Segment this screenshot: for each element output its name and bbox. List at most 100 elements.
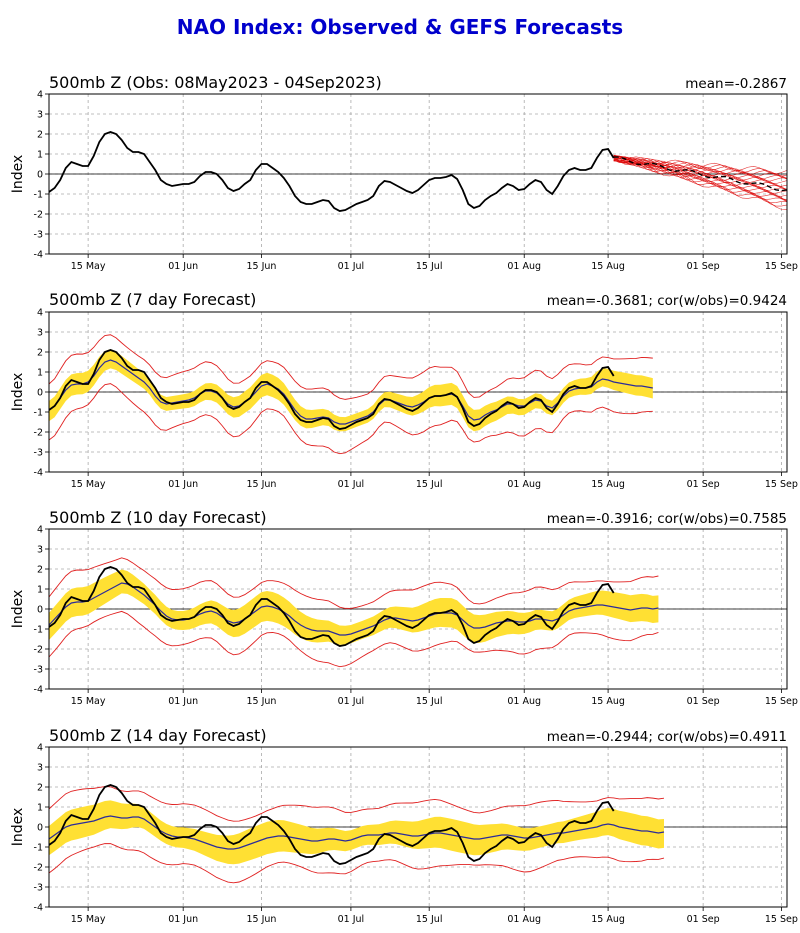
y-tick-label: 2: [37, 565, 43, 576]
y-tick-label: 0: [37, 170, 43, 181]
x-tick-label: 01 Jun: [168, 261, 198, 272]
ensemble-mean-line: [48, 582, 659, 636]
x-tick-label: 01 Aug: [507, 479, 541, 490]
y-tick-label: 2: [37, 130, 43, 141]
x-tick-label: 01 Jun: [168, 696, 198, 707]
y-tick-label: -3: [34, 230, 43, 241]
ensemble-mean-dashed-line: [613, 156, 788, 192]
x-tick-label: 15 Jul: [416, 914, 443, 925]
panel-title: 500mb Z (14 day Forecast): [49, 726, 267, 745]
ensemble-member-line: [613, 155, 788, 191]
y-tick-label: -1: [34, 843, 43, 854]
y-tick-label: 1: [37, 368, 43, 379]
x-tick-label: 15 Jul: [416, 261, 443, 272]
x-tick-label: 15 May: [71, 696, 106, 707]
x-tick-label: 01 Jul: [338, 479, 365, 490]
panel-stat: mean=-0.3681; cor(w/obs)=0.9424: [547, 293, 787, 309]
ensemble-member-line: [613, 154, 788, 191]
plot-area-14day: 4 3 2 1 0 -1 -2 -3 -4 15 May 01 Jun 15 Jun 01 Jul 15 …: [34, 743, 798, 926]
x-tick-label: 15 Jun: [246, 914, 276, 925]
x-tick-label: 15 Jun: [246, 479, 276, 490]
y-tick-label: -3: [34, 883, 43, 894]
y-tick-label: 0: [37, 823, 43, 834]
y-tick-label: 3: [37, 545, 43, 556]
y-axis-label: Index: [10, 590, 26, 629]
spread-band: [49, 349, 653, 432]
x-tick-label: 01 Jul: [338, 696, 365, 707]
ensemble-member-line: [613, 156, 788, 175]
x-tick-label: 15 Aug: [591, 914, 625, 925]
y-tick-label: -1: [34, 625, 43, 636]
y-tick-label: -1: [34, 190, 43, 201]
x-tick-label: 01 Sep: [687, 261, 720, 272]
observed-line: [48, 566, 615, 647]
y-tick-label: 1: [37, 585, 43, 596]
ensemble-member-line: [613, 157, 788, 177]
ensemble-member-line: [613, 155, 788, 179]
panel-stat: mean=-0.2944; cor(w/obs)=0.4911: [547, 729, 787, 745]
observed-line: [48, 349, 615, 430]
ensemble-member-line: [613, 155, 788, 180]
x-tick-label: 15 Sep: [765, 696, 798, 707]
panel-observed: 500mb Z (Obs: 08May2023 - 04Sep2023) mea…: [10, 73, 798, 272]
ensemble-member-line: [613, 154, 788, 203]
panel-stat: mean=-0.3916; cor(w/obs)=0.7585: [547, 511, 787, 527]
plot-area-7day: 4 3 2 1 0 -1 -2 -3 -4 15 May 01 Jun 15 Jun 01 Jul 15 …: [34, 308, 798, 491]
y-tick-label: -3: [34, 448, 43, 459]
y-tick-label: -3: [34, 665, 43, 676]
y-tick-label: -4: [34, 903, 43, 914]
x-tick-label: 15 May: [71, 261, 106, 272]
y-tick-label: 2: [37, 783, 43, 794]
x-tick-label: 01 Aug: [507, 261, 541, 272]
y-tick-label: 2: [37, 348, 43, 359]
y-tick-label: 3: [37, 110, 43, 121]
panel-title: 500mb Z (Obs: 08May2023 - 04Sep2023): [49, 73, 382, 92]
y-tick-label: -4: [34, 468, 43, 479]
spread-band: [49, 569, 659, 645]
y-axis-label: Index: [10, 808, 26, 847]
observed-line: [48, 131, 615, 212]
y-tick-label: -2: [34, 210, 43, 221]
y-tick-label: -4: [34, 685, 43, 696]
x-tick-label: 01 Sep: [687, 479, 720, 490]
x-tick-label: 01 Jun: [168, 914, 198, 925]
y-tick-label: 4: [37, 90, 43, 101]
x-tick-label: 01 Sep: [687, 696, 720, 707]
ensemble-member-line: [613, 157, 788, 184]
upper-bound-line: [48, 334, 653, 400]
y-tick-label: 4: [37, 308, 43, 319]
x-tick-label: 15 May: [71, 914, 106, 925]
x-tick-label: 15 Jun: [246, 261, 276, 272]
lower-bound-line: [48, 383, 653, 455]
x-tick-label: 15 Aug: [591, 696, 625, 707]
figure-title: NAO Index: Observed & GEFS Forecasts: [177, 15, 623, 39]
x-tick-label: 15 Jul: [416, 696, 443, 707]
y-tick-label: 4: [37, 743, 43, 754]
x-tick-label: 01 Sep: [687, 914, 720, 925]
x-tick-label: 01 Aug: [507, 696, 541, 707]
panel-7day: 500mb Z (7 day Forecast) mean=-0.3681; c…: [10, 290, 798, 490]
x-tick-label: 15 Aug: [591, 261, 625, 272]
y-tick-label: 1: [37, 803, 43, 814]
plot-area-observed: 4 3 2 1 0 -1 -2 -3 -4 15 May 01 Jun 15 Jun 01 Jul 15 …: [34, 90, 798, 273]
lower-bound-line: [48, 843, 665, 884]
y-axis-label: Index: [10, 155, 26, 194]
panel-stat: mean=-0.2867: [685, 76, 787, 92]
y-tick-label: 3: [37, 763, 43, 774]
x-tick-label: 01 Aug: [507, 914, 541, 925]
panel-10day: 500mb Z (10 day Forecast) mean=-0.3916; …: [10, 508, 798, 707]
y-tick-label: 3: [37, 328, 43, 339]
spread-band: [49, 800, 664, 865]
y-tick-label: 1: [37, 150, 43, 161]
panel-title: 500mb Z (10 day Forecast): [49, 508, 267, 527]
ensemble-member-line: [613, 155, 788, 202]
upper-bound-line: [48, 557, 659, 609]
x-tick-label: 01 Jul: [338, 261, 365, 272]
x-tick-label: 15 Sep: [765, 479, 798, 490]
y-tick-label: 0: [37, 388, 43, 399]
panel-title: 500mb Z (7 day Forecast): [49, 290, 256, 309]
y-tick-label: 0: [37, 605, 43, 616]
x-tick-label: 15 Aug: [591, 479, 625, 490]
lower-bound-line: [48, 610, 659, 668]
